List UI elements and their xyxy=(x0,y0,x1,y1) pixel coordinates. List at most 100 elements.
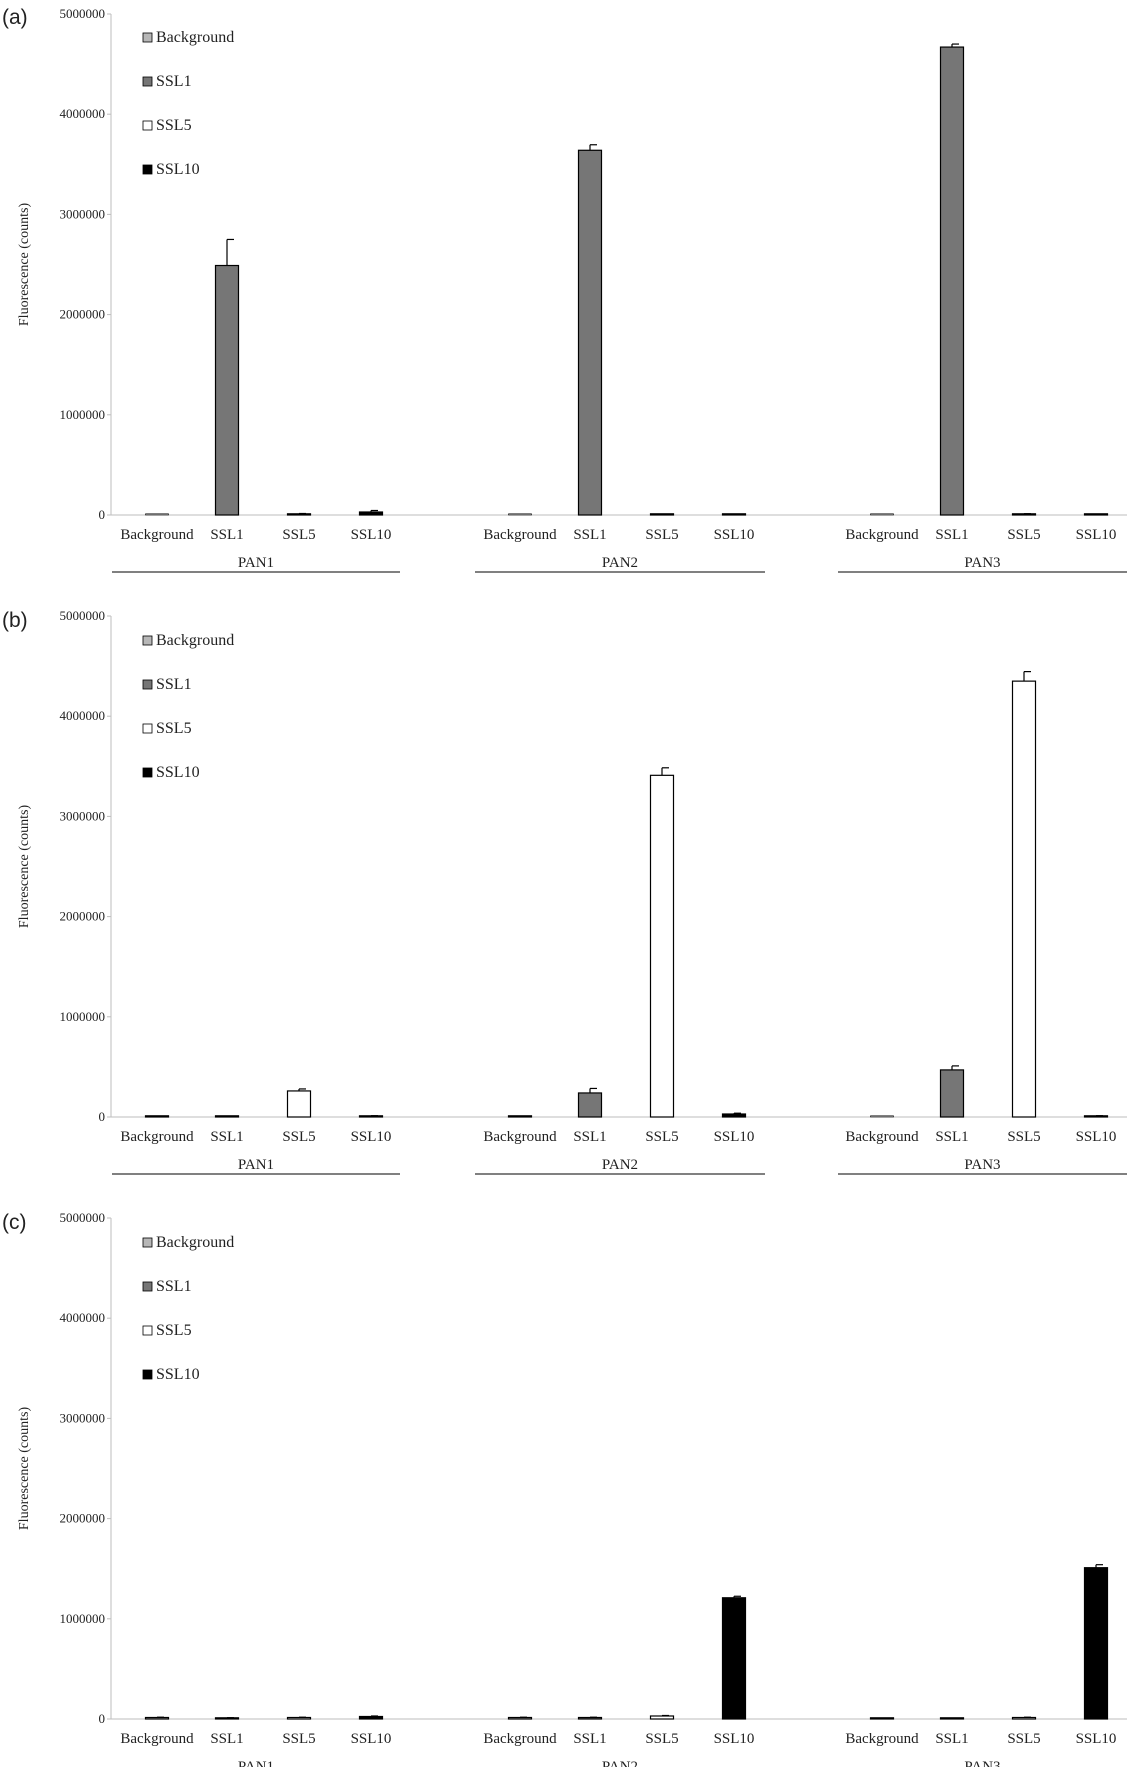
legend-label: SSL5 xyxy=(156,1322,192,1339)
legend-label: Background xyxy=(156,29,234,46)
category-label: SSL5 xyxy=(1007,1129,1040,1145)
category-label: SSL10 xyxy=(1076,527,1117,543)
legend-label: SSL10 xyxy=(156,1366,200,1383)
y-tick-label: 5000000 xyxy=(60,608,106,623)
y-tick-label: 0 xyxy=(99,507,106,522)
bar-pan3-background xyxy=(870,513,894,516)
category-label: SSL10 xyxy=(351,1731,392,1747)
y-tick-label: 5000000 xyxy=(60,6,106,21)
bar-pan2-ssl10 xyxy=(721,1113,747,1118)
bar-pan1-background xyxy=(145,513,169,516)
legend-swatch-ssl5 xyxy=(142,120,153,131)
panel-label: (c) xyxy=(2,1211,27,1234)
y-tick-label: 2000000 xyxy=(60,1511,106,1526)
y-tick-label: 4000000 xyxy=(60,1310,106,1325)
category-label: SSL5 xyxy=(645,527,678,543)
category-label: SSL1 xyxy=(210,1129,243,1145)
legend-label: SSL1 xyxy=(156,73,192,90)
y-tick-label: 4000000 xyxy=(60,106,106,121)
bar-pan2-ssl5 xyxy=(649,774,675,1118)
legend-swatch-ssl1 xyxy=(142,1281,153,1292)
legend-label: Background xyxy=(156,1234,234,1251)
category-label: Background xyxy=(845,1129,919,1145)
y-tick-label: 1000000 xyxy=(60,1009,106,1024)
bar-pan2-ssl1 xyxy=(577,149,603,516)
category-label: SSL5 xyxy=(282,527,315,543)
legend-label: SSL10 xyxy=(156,764,200,781)
y-tick-label: 1000000 xyxy=(60,407,106,422)
category-label: Background xyxy=(120,527,194,543)
bar-pan2-background xyxy=(508,513,532,516)
y-tick-label: 3000000 xyxy=(60,808,106,823)
legend-swatch-ssl5 xyxy=(142,1325,153,1336)
legend-swatch-background xyxy=(142,635,153,646)
bar-pan2-ssl10 xyxy=(721,1597,747,1720)
legend-label: SSL5 xyxy=(156,117,192,134)
bar-pan1-ssl1 xyxy=(214,264,240,516)
category-label: SSL1 xyxy=(210,1731,243,1747)
bar-pan2-ssl5 xyxy=(649,1715,675,1720)
bar-pan1-ssl5 xyxy=(286,1090,312,1118)
y-tick-label: 4000000 xyxy=(60,708,106,723)
legend-swatch-background xyxy=(142,1237,153,1248)
category-label: SSL1 xyxy=(573,527,606,543)
bar-pan3-ssl10 xyxy=(1083,1567,1109,1720)
y-tick-label: 0 xyxy=(99,1109,106,1124)
legend-label: SSL1 xyxy=(156,1278,192,1295)
legend-label: Background xyxy=(156,632,234,649)
legend-swatch-background xyxy=(142,32,153,43)
group-label: PAN3 xyxy=(964,1157,1000,1173)
bar-pan1-ssl10 xyxy=(358,511,384,516)
category-label: SSL1 xyxy=(573,1129,606,1145)
category-label: SSL5 xyxy=(1007,1731,1040,1747)
category-label: SSL10 xyxy=(351,1129,392,1145)
y-tick-label: 3000000 xyxy=(60,1410,106,1425)
group-label: PAN3 xyxy=(964,555,1000,571)
chart-panel-1: (a) 0 1000000 2000000 3000000 4000000 5000000 F… xyxy=(2,6,1127,573)
y-axis-title: Fluorescence (counts) xyxy=(17,1407,32,1531)
group-label: PAN3 xyxy=(964,1759,1000,1767)
category-label: SSL10 xyxy=(714,1129,755,1145)
category-label: SSL1 xyxy=(935,1731,968,1747)
legend-label: SSL10 xyxy=(156,161,200,178)
category-label: SSL5 xyxy=(282,1731,315,1747)
legend-swatch-ssl1 xyxy=(142,76,153,87)
group-label: PAN2 xyxy=(602,1759,638,1767)
bar-pan3-ssl1 xyxy=(939,46,965,516)
legend-swatch-ssl5 xyxy=(142,723,153,734)
y-axis-title: Fluorescence (counts) xyxy=(17,805,32,929)
y-axis-title: Fluorescence (counts) xyxy=(17,203,32,327)
category-label: SSL1 xyxy=(210,527,243,543)
category-label: SSL1 xyxy=(935,527,968,543)
group-label: PAN2 xyxy=(602,555,638,571)
category-label: SSL1 xyxy=(935,1129,968,1145)
category-label: SSL1 xyxy=(573,1731,606,1747)
panel-label: (a) xyxy=(2,6,28,29)
bar-pan3-ssl1 xyxy=(939,1069,965,1118)
y-tick-label: 2000000 xyxy=(60,307,106,322)
y-tick-label: 3000000 xyxy=(60,206,106,221)
group-label: PAN1 xyxy=(238,1759,274,1767)
legend-swatch-ssl10 xyxy=(142,767,153,778)
legend-swatch-ssl1 xyxy=(142,679,153,690)
group-label: PAN2 xyxy=(602,1157,638,1173)
bar-pan3-background xyxy=(870,1115,894,1118)
panel-label: (b) xyxy=(2,609,28,632)
category-label: Background xyxy=(483,1129,557,1145)
category-label: SSL5 xyxy=(645,1129,678,1145)
legend-swatch-ssl10 xyxy=(142,1369,153,1380)
category-label: SSL5 xyxy=(282,1129,315,1145)
category-label: SSL10 xyxy=(714,527,755,543)
category-label: Background xyxy=(120,1731,194,1747)
category-label: Background xyxy=(120,1129,194,1145)
bar-pan1-ssl10 xyxy=(358,1715,384,1720)
category-label: Background xyxy=(845,527,919,543)
y-tick-label: 5000000 xyxy=(60,1210,106,1225)
group-label: PAN1 xyxy=(238,1157,274,1173)
category-label: SSL10 xyxy=(351,527,392,543)
category-label: Background xyxy=(483,527,557,543)
category-label: SSL5 xyxy=(645,1731,678,1747)
y-tick-label: 1000000 xyxy=(60,1611,106,1626)
chart-panel-2: (b) 0 1000000 2000000 3000000 4000000 5000000 F… xyxy=(2,608,1127,1175)
